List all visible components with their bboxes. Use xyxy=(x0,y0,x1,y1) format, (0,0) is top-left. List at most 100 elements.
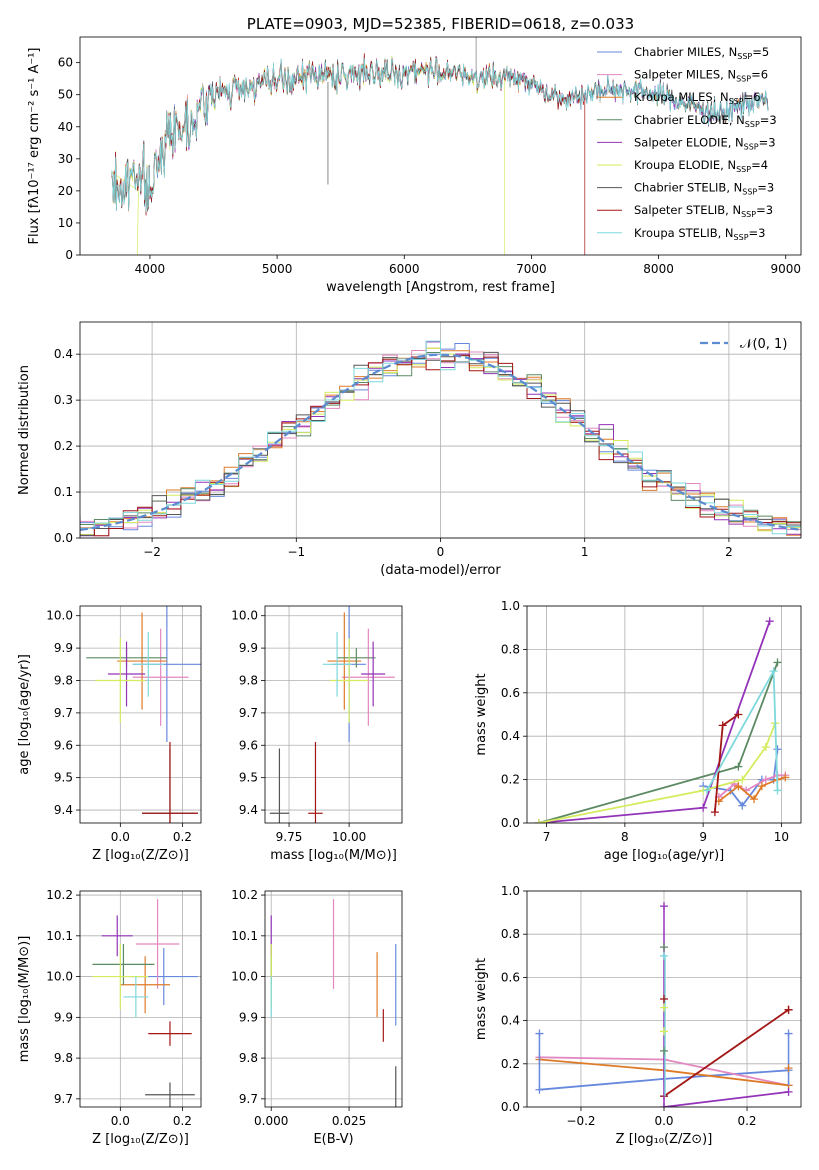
plot-massweight-vs-age: 7 8 9 10 0.0 0.2 0.4 0.6 0.8 1.0 age [log₁₀(age/yr… xyxy=(474,599,802,863)
y-tick-label: 9.4 xyxy=(239,803,258,817)
plot-data xyxy=(270,899,397,1107)
legend-nssp-value: 3 xyxy=(769,113,776,127)
errorbar-salpeter-miles xyxy=(132,628,189,726)
data-marker xyxy=(784,1087,793,1096)
errorbar-salpeter-miles xyxy=(341,628,395,726)
data-marker xyxy=(660,1046,668,1055)
y-axis-label: Flux [fλ10⁻¹⁷ erg cm⁻² s⁻¹ A⁻¹] xyxy=(27,48,42,245)
y-tick-label: 10 xyxy=(58,216,73,230)
x-tick-label: 0.2 xyxy=(737,1114,756,1128)
legend-name: Salpeter ELODIE xyxy=(634,135,728,149)
axes-frame xyxy=(79,36,802,256)
legend-nssp-value: 3 xyxy=(766,203,773,217)
plot-age-vs-Z: 0.0 0.2 9.4 9.5 9.6 9.7 9.8 9.9 10.0 Z [log₁₀(Z/Z… xyxy=(17,605,202,863)
y-tick-label: 0.2 xyxy=(501,773,520,787)
series-line-chabrier-miles xyxy=(702,749,779,808)
legend-name: Chabrier STELIB xyxy=(634,181,726,195)
data-marker xyxy=(718,721,727,730)
data-marker xyxy=(773,786,782,795)
y-tick-label: 10.0 xyxy=(231,609,258,623)
errorbar-salpeter-elodie xyxy=(101,915,133,957)
legend-nssp-prefix: , N xyxy=(725,203,741,217)
x-tick-label: 9000 xyxy=(770,262,801,276)
x-tick-label: −1 xyxy=(287,545,305,559)
errorbar-salpeter-stelib xyxy=(142,742,198,823)
errorbar-kroupa-stelib xyxy=(322,631,352,697)
legend-nssp-prefix: , N xyxy=(729,113,745,127)
spectrum-line-kroupa-stelib xyxy=(111,57,769,212)
legend-nssp-sub: SSP xyxy=(742,188,757,197)
y-tick-label: 0.4 xyxy=(54,347,73,361)
legend-nssp-prefix: , N xyxy=(718,226,734,240)
y-tick-label: 9.9 xyxy=(54,1010,73,1024)
x-axis-label: (data-model)/error xyxy=(380,563,501,578)
x-axis-label: mass [log₁₀(M/M⊙)] xyxy=(270,848,397,863)
data-marker xyxy=(773,658,782,667)
y-axis-label: age [log₁₀(age/yr)] xyxy=(17,654,32,775)
x-tick-label: 10 xyxy=(774,830,789,844)
y-tick-label: 9.8 xyxy=(239,673,258,687)
legend-nssp-eq: = xyxy=(744,90,754,104)
legend-nssp-eq: = xyxy=(757,181,767,195)
data-marker xyxy=(660,951,668,960)
errorbar-salpeter-elodie xyxy=(107,641,146,707)
legend-nssp-prefix: , N xyxy=(720,158,736,172)
axes-frame xyxy=(264,890,403,1108)
legend-nssp-value: 6 xyxy=(761,68,768,82)
y-tick-label: 9.7 xyxy=(239,706,258,720)
legend-name: Salpeter MILES xyxy=(634,68,720,82)
legend-nssp-sub: SSP xyxy=(745,120,760,129)
y-tick-label: 0.0 xyxy=(501,1100,520,1114)
y-tick-label: 0.0 xyxy=(54,531,73,545)
errorbar-salpeter-stelib xyxy=(308,742,323,823)
x-tick-label: 0 xyxy=(437,545,445,559)
legend-entry: Kroupa ELODIE, NSSP=4 xyxy=(634,158,768,174)
y-tick-label: 0.3 xyxy=(54,393,73,407)
x-tick-label: 10.00 xyxy=(332,830,366,844)
legend-nssp-sub: SSP xyxy=(736,165,751,174)
x-tick-label: 7000 xyxy=(516,262,547,276)
data-marker xyxy=(738,775,747,784)
y-tick-label: 0.8 xyxy=(501,642,520,656)
y-tick-label: 0.4 xyxy=(501,729,520,743)
errorbar-chabrier-elodie xyxy=(337,648,376,668)
y-tick-label: 10.2 xyxy=(231,888,258,902)
legend-nssp-eq: = xyxy=(751,158,761,172)
y-tick-label: 0.8 xyxy=(501,927,520,941)
x-tick-label: 9 xyxy=(699,830,707,844)
legend-nssp-prefix: , N xyxy=(713,90,729,104)
legend-nssp-eq: = xyxy=(760,113,770,127)
histogram-kroupa-stelib xyxy=(80,340,801,535)
y-tick-label: 10.1 xyxy=(46,929,73,943)
y-tick-label: 9.7 xyxy=(54,706,73,720)
y-tick-label: 1.0 xyxy=(501,599,520,613)
data-marker xyxy=(784,1029,793,1038)
legend-name: Kroupa STELIB xyxy=(634,226,718,240)
x-axis-label: Z [log₁₀(Z/Z⊙)] xyxy=(92,1132,189,1147)
x-tick-label: 0.0 xyxy=(111,1114,130,1128)
legend-nssp-eq: = xyxy=(751,68,761,82)
y-tick-label: 10.0 xyxy=(46,609,73,623)
plot-data xyxy=(86,606,201,823)
legend-nssp-value: 6 xyxy=(753,90,760,104)
plot-data xyxy=(535,902,793,1107)
plot-data xyxy=(111,37,769,255)
data-marker xyxy=(534,819,543,823)
y-tick-label: 0.0 xyxy=(501,816,520,830)
data-marker xyxy=(781,773,790,782)
legend-nssp-value: 3 xyxy=(758,226,765,240)
y-tick-label: 50 xyxy=(58,88,73,102)
plot-massweight-vs-Z: −0.2 0.0 0.2 0.0 0.2 0.4 0.6 0.8 1.0 Z [log₁₀(Z/Z… xyxy=(474,884,802,1147)
data-marker xyxy=(757,782,766,791)
legend-nssp-value: 5 xyxy=(762,45,769,59)
data-marker xyxy=(734,782,743,791)
x-tick-label: 8000 xyxy=(643,262,674,276)
axes-frame xyxy=(526,605,802,824)
legend-entry: Kroupa STELIB, NSSP=3 xyxy=(634,226,766,242)
axes-frame xyxy=(264,605,403,824)
data-marker xyxy=(773,745,782,754)
y-tick-label: 0.4 xyxy=(501,1014,520,1028)
legend-entry: Chabrier STELIB, NSSP=3 xyxy=(634,181,774,197)
legend-nssp-sub: SSP xyxy=(744,142,759,151)
legend-nssp-sub: SSP xyxy=(736,75,751,84)
